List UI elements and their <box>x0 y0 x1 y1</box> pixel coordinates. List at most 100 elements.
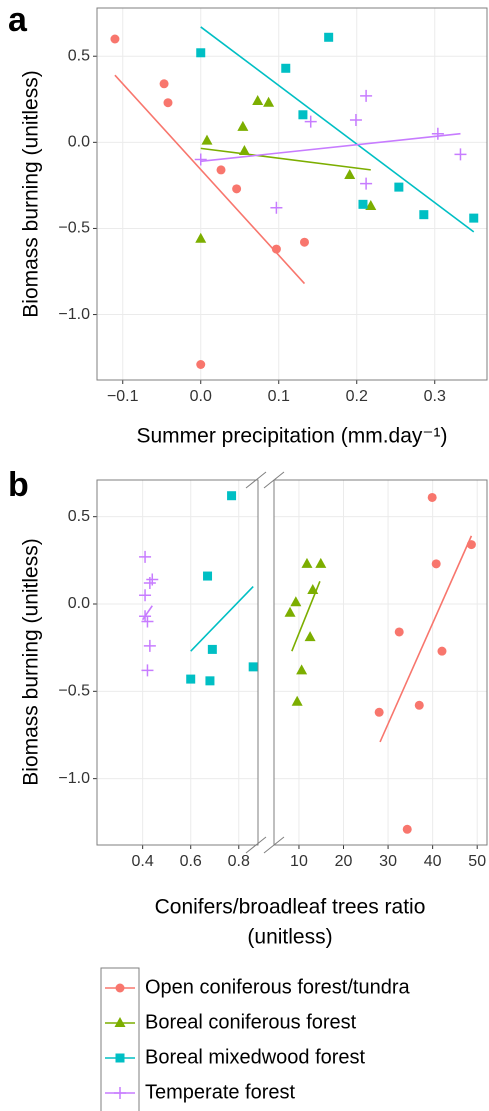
point <box>304 631 316 642</box>
point <box>163 98 173 108</box>
point <box>141 615 154 628</box>
fit-line <box>200 147 371 171</box>
point <box>270 201 283 214</box>
axis-break <box>245 471 285 489</box>
point <box>291 695 303 706</box>
point <box>360 177 373 190</box>
plot-background <box>97 480 258 845</box>
x-tick-label: 0.2 <box>346 388 368 405</box>
legend-marker <box>115 1053 125 1063</box>
plot-frame <box>96 479 259 846</box>
point <box>263 96 275 107</box>
x-tick-label: 30 <box>379 853 397 870</box>
legend-marker <box>115 983 125 993</box>
point <box>205 676 215 686</box>
point <box>427 492 437 502</box>
y-tick-label: 0.5 <box>68 508 90 525</box>
point <box>301 557 313 568</box>
point <box>271 244 281 254</box>
fit-line <box>190 585 254 652</box>
x-tick-label: 50 <box>468 853 486 870</box>
point <box>290 596 302 607</box>
point <box>139 610 152 623</box>
x-tick-label: 20 <box>335 853 353 870</box>
point <box>139 589 152 602</box>
point <box>315 557 327 568</box>
point <box>252 95 264 105</box>
y-tick-label: −0.5 <box>58 220 90 237</box>
x-tick-label: 10 <box>290 853 308 870</box>
point <box>454 148 467 161</box>
point <box>358 199 368 209</box>
point <box>186 674 196 684</box>
legend-label: Boreal mixedwood forest <box>145 1046 366 1068</box>
point <box>431 127 444 140</box>
x-axis-title: (unitless) <box>247 926 332 949</box>
point <box>143 639 156 652</box>
point <box>402 824 412 834</box>
x-tick-label: 0.1 <box>268 388 290 405</box>
point <box>207 644 217 654</box>
fit-line <box>141 605 153 621</box>
x-tick-label: 0.0 <box>190 388 212 405</box>
point <box>196 48 206 58</box>
point <box>365 200 377 211</box>
point <box>196 360 206 369</box>
point <box>296 664 308 675</box>
x-tick-label: 40 <box>424 853 442 870</box>
point <box>237 120 249 131</box>
fit-line <box>200 132 461 163</box>
point <box>307 584 319 595</box>
point <box>201 134 213 145</box>
point <box>419 210 429 220</box>
x-tick-label: 0.3 <box>424 388 446 405</box>
point <box>141 664 154 677</box>
point <box>194 153 207 166</box>
x-axis-title: Conifers/broadleaf trees ratio <box>155 896 426 919</box>
point <box>298 110 308 120</box>
y-tick-label: 0.5 <box>68 47 90 64</box>
point <box>139 550 152 563</box>
point <box>159 79 169 89</box>
point <box>284 606 296 617</box>
plot-frame <box>96 7 488 381</box>
point <box>304 115 317 128</box>
point <box>227 491 237 501</box>
legend-marker <box>114 1087 126 1099</box>
point <box>232 184 242 194</box>
point <box>469 213 479 223</box>
plot-background <box>274 480 487 845</box>
y-tick-label: −1.0 <box>58 770 90 787</box>
point <box>414 700 424 710</box>
legend-label: Open coniferous forest/tundra <box>145 976 410 998</box>
point <box>238 144 250 155</box>
point <box>394 627 404 637</box>
x-tick-label: 0.6 <box>180 853 202 870</box>
panel-letter: b <box>8 466 29 504</box>
point <box>437 646 447 656</box>
x-axis-title: Summer precipitation (mm.day⁻¹) <box>137 425 448 448</box>
plot-frame <box>273 479 488 846</box>
point <box>394 182 404 192</box>
point <box>466 540 476 550</box>
point <box>203 571 213 581</box>
point <box>281 63 291 73</box>
legend-label: Boreal coniferous forest <box>145 1011 357 1033</box>
legend-box <box>100 967 140 1111</box>
fit-line <box>200 26 475 233</box>
y-axis-title: Biomass burning (unitless) <box>20 70 43 317</box>
y-axis-title: Biomass burning (unitless) <box>20 538 43 785</box>
y-tick-label: 0.0 <box>68 134 90 151</box>
point <box>216 165 226 175</box>
point <box>299 237 309 247</box>
point <box>324 32 334 42</box>
axis-break <box>245 836 285 854</box>
x-tick-label: 0.4 <box>132 853 154 870</box>
y-tick-label: −0.5 <box>58 683 90 700</box>
plot-background <box>97 8 487 380</box>
y-tick-label: −1.0 <box>58 306 90 323</box>
panel-letter: a <box>8 1 28 39</box>
legend-marker <box>114 1017 126 1027</box>
legend-label: Temperate forest <box>145 1081 296 1103</box>
